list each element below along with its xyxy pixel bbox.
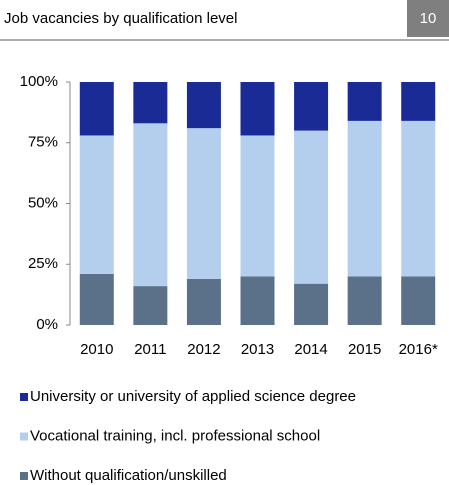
bar-segment (347, 276, 382, 325)
x-tick-label: 2013 (241, 341, 274, 358)
x-tick-label: 2011 (134, 341, 166, 358)
bar-segment (133, 286, 168, 325)
bar-segment (401, 82, 436, 121)
legend-label: Vocational training, incl. professional … (30, 427, 320, 444)
y-tick-label: 100% (20, 73, 58, 90)
x-tick-label: 2010 (80, 341, 113, 358)
bar-segment (347, 120, 382, 277)
bar-segment (133, 123, 168, 287)
legend-swatch (20, 432, 28, 441)
legend-label: University or university of applied scie… (30, 388, 356, 405)
bar-segment (79, 82, 114, 136)
bar-segment (186, 128, 221, 279)
page-number: 10 (420, 10, 437, 27)
x-tick-label: 2014 (294, 341, 327, 358)
x-tick-label: 2015 (348, 341, 381, 358)
bar-segment (79, 135, 114, 274)
bar-segment (240, 82, 275, 136)
bar-segment (294, 283, 329, 325)
bar-segment (240, 276, 275, 325)
legend-swatch (20, 393, 28, 401)
legend-label: Without qualification/unskilled (30, 467, 227, 484)
legend-swatch (20, 472, 28, 480)
bar-segment (294, 82, 329, 131)
bar-segment (240, 135, 275, 277)
x-tick-label: 2012 (187, 341, 220, 358)
y-tick-label: 25% (28, 255, 58, 272)
y-tick-label: 75% (28, 134, 58, 151)
bar-segment (79, 273, 114, 325)
bar-segment (186, 278, 221, 325)
bar-segment (186, 82, 221, 129)
bar-segment (133, 82, 168, 124)
page-number-box (407, 0, 449, 37)
bar-segment (347, 82, 382, 121)
x-tick-label: 2016* (399, 341, 438, 358)
chart-title: Job vacancies by qualification level (4, 10, 237, 27)
y-tick-label: 0% (36, 316, 58, 333)
bar-segment (401, 276, 436, 325)
bar-segment (294, 130, 329, 284)
bar-segment (401, 120, 436, 277)
y-tick-label: 50% (28, 194, 58, 211)
